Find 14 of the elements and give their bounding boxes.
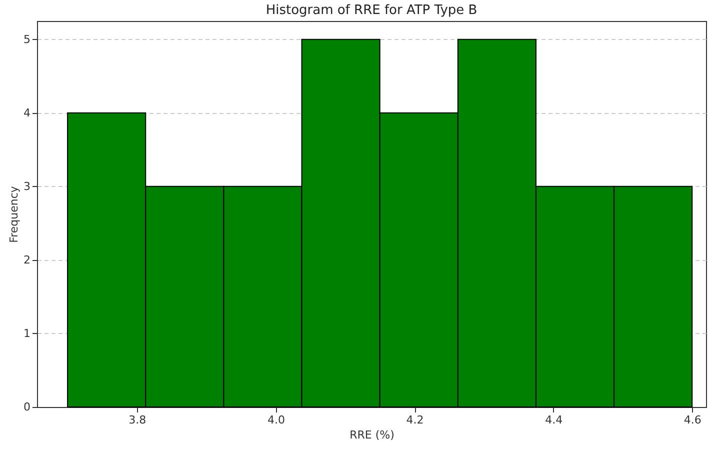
x-axis-title: RRE (%) (350, 428, 394, 442)
x-tick-label: 4.4 (545, 414, 563, 426)
x-tick-label: 3.8 (128, 414, 146, 426)
y-axis-title: Frequency (8, 186, 20, 243)
y-tick-label: 5 (24, 32, 30, 46)
x-tick-label: 4.2 (406, 414, 424, 426)
y-tick-label: 3 (24, 180, 30, 193)
x-tick-label: 4.0 (267, 414, 285, 426)
y-tick-label: 4 (24, 106, 30, 120)
y-tick-label: 1 (24, 326, 30, 340)
x-tick-label: 4.6 (684, 414, 702, 426)
y-tick-label: 0 (24, 400, 30, 414)
y-tick-label: 2 (24, 253, 30, 266)
chart-title: Histogram of RRE for ATP Type B (266, 3, 478, 18)
